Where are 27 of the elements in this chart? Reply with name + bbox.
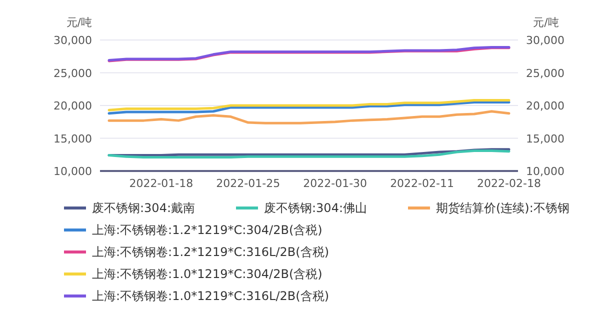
y2-tick-label: 10,000: [526, 165, 564, 178]
line-series: [108, 100, 510, 115]
y-tick-label: 30,000: [54, 34, 92, 47]
y2-tick-label: 30,000: [526, 34, 564, 47]
x-tick-label: 2022-02-18: [477, 177, 541, 190]
legend-label: 上海:不锈钢卷:1.0*1219*C:304/2B(含税): [92, 267, 322, 281]
y2-tick-label: 20,000: [526, 100, 564, 112]
x-tick-label: 2022-02-11: [390, 177, 454, 190]
x-tick-label: 2022-01-18: [129, 177, 194, 190]
y-tick-label: 15,000: [54, 132, 92, 146]
y-axis-title: 元/吨: [66, 16, 92, 29]
y2-tick-label: 15,000: [526, 132, 564, 146]
legend-label: 上海:不锈钢卷:1.0*1219*C:316L/2B(含税): [92, 289, 329, 303]
line-series: [108, 99, 510, 112]
y2-tick-label: 25,000: [526, 66, 564, 80]
legend-label: 废不锈钢:304:佛山: [264, 201, 367, 215]
legend-label: 上海:不锈钢卷:1.2*1219*C:316L/2B(含税): [92, 245, 329, 259]
y-tick-label: 25,000: [54, 66, 92, 80]
x-tick-label: 2022-01-30: [303, 177, 368, 190]
legend-label: 上海:不锈钢卷:1.2*1219*C:304/2B(含税): [92, 223, 322, 237]
y-tick-label: 10,000: [54, 165, 92, 178]
y2-axis-title: 元/吨: [533, 16, 559, 29]
y-tick-label: 20,000: [54, 100, 92, 112]
legend-label: 废不锈钢:304:戴南: [92, 201, 195, 215]
line-series: [108, 110, 510, 124]
legend-label: 期货结算价(连续):不锈钢: [436, 201, 570, 215]
x-tick-label: 2022-01-25: [216, 177, 280, 190]
